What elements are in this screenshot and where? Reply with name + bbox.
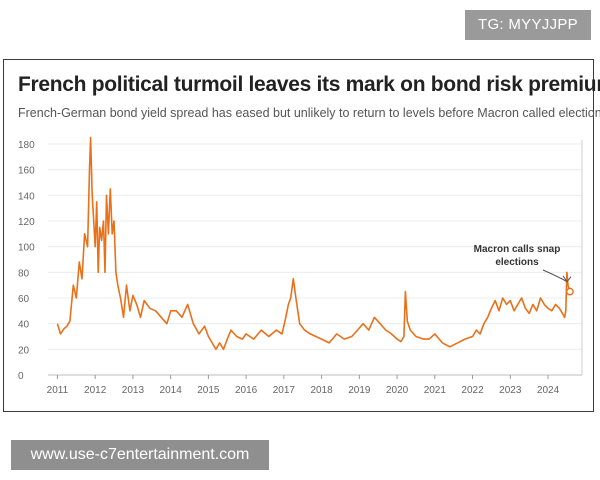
- x-tick-label: 2024: [537, 385, 560, 396]
- annotation-line2: elections: [495, 257, 539, 268]
- chart-title: French political turmoil leaves its mark…: [18, 73, 600, 96]
- x-tick-label: 2017: [273, 385, 296, 396]
- annotation-line1: Macron calls snap: [474, 244, 561, 255]
- series-layer: [56, 136, 574, 351]
- x-tick-label: 2014: [160, 385, 183, 396]
- y-tick-label: 60: [18, 294, 30, 305]
- annotation-arrowhead: [562, 275, 572, 283]
- y-tick-label: 180: [18, 140, 35, 151]
- grid-lines: [48, 140, 583, 376]
- chart-subtitle: French-German bond yield spread has ease…: [18, 106, 600, 120]
- x-axis-ticks: 2011 2012 2013 2014 2015 2016 2017 2018 2019 2020…: [47, 375, 560, 396]
- x-tick-label: 2020: [386, 385, 409, 396]
- y-tick-label: 20: [18, 345, 30, 356]
- y-tick-label: 120: [18, 217, 35, 228]
- last-value-marker: [566, 287, 574, 296]
- annotation-layer: Macron calls snap elections: [474, 244, 572, 283]
- y-tick-label: 160: [18, 166, 35, 177]
- x-tick-label: 2011: [47, 385, 69, 396]
- watermark-site: www.use-c7entertainment.com: [11, 440, 269, 470]
- y-tick-label: 100: [18, 243, 35, 254]
- spread-line: [56, 136, 571, 351]
- watermark-tag: TG: MYYJJPP: [465, 10, 591, 40]
- x-tick-label: 2013: [122, 385, 145, 396]
- y-tick-label: 80: [18, 268, 30, 279]
- y-tick-label: 0: [18, 371, 24, 382]
- y-axis-ticks: 0 20 40 60 80 100 120 140 160 180: [18, 140, 35, 382]
- x-tick-label: 2018: [310, 385, 333, 396]
- x-tick-label: 2023: [499, 385, 522, 396]
- y-tick-label: 140: [18, 191, 35, 202]
- x-tick-label: 2021: [424, 385, 447, 396]
- y-tick-label: 40: [18, 320, 30, 331]
- x-tick-label: 2022: [461, 385, 484, 396]
- chart-card: French political turmoil leaves its mark…: [3, 59, 600, 412]
- x-tick-label: 2015: [197, 385, 220, 396]
- x-tick-label: 2012: [84, 385, 107, 396]
- x-tick-label: 2016: [235, 385, 258, 396]
- x-tick-label: 2019: [348, 385, 371, 396]
- annotation-arrow: [542, 269, 568, 283]
